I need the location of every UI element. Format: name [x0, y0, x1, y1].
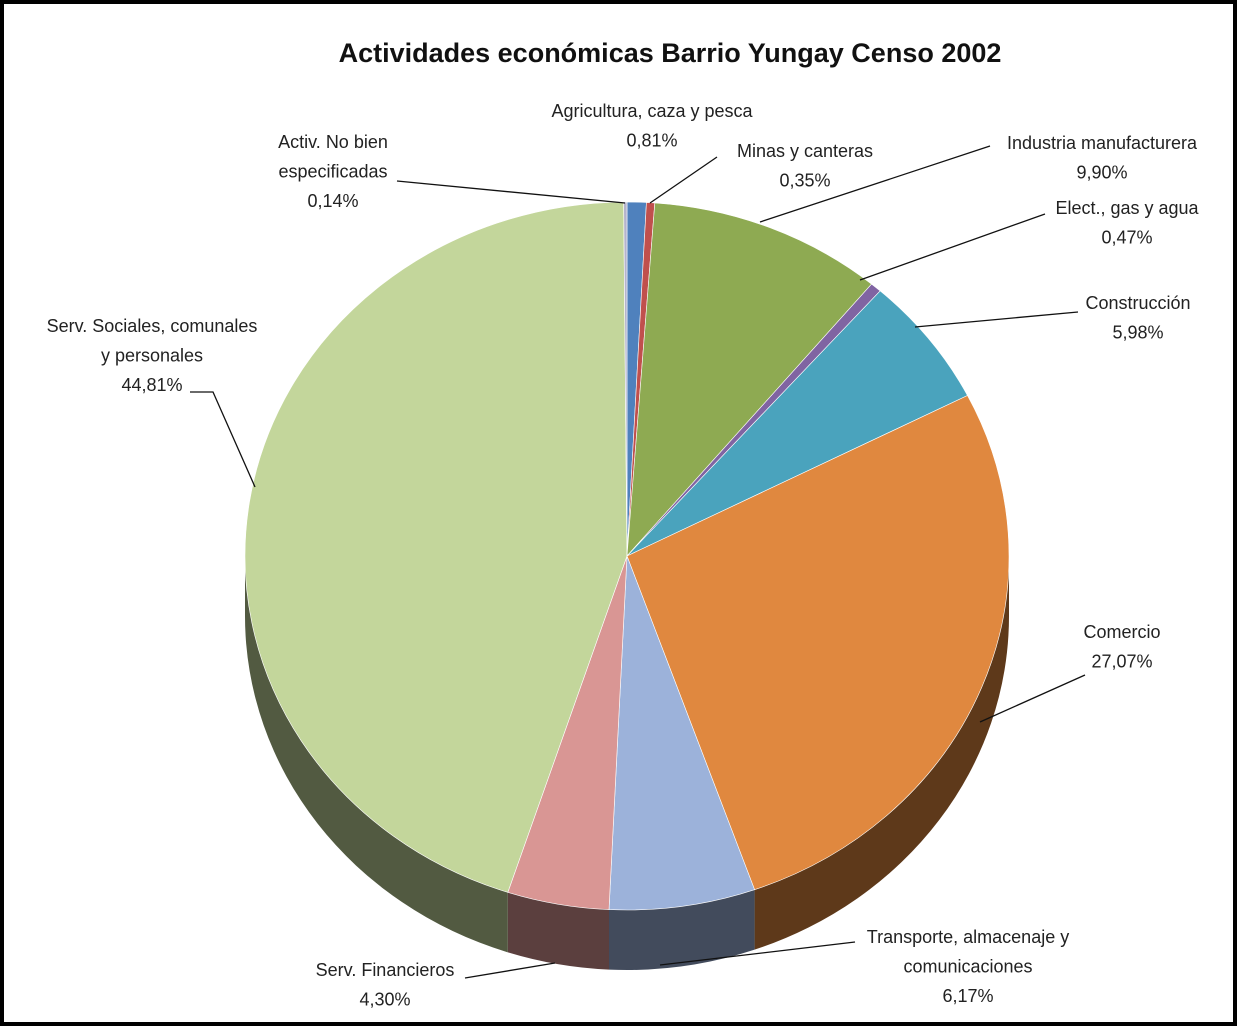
slice-label: Minas y canteras [737, 141, 873, 161]
slice-side [245, 556, 508, 953]
value-label: 0,35% [779, 170, 830, 190]
slice [626, 202, 873, 557]
slice-label: Elect., gas y agua [1055, 198, 1199, 218]
leader-line [979, 674, 1086, 723]
value-label: 0,47% [1101, 227, 1152, 247]
leader-line [190, 391, 256, 488]
value-label: 27,07% [1091, 651, 1152, 671]
leader-line [914, 311, 1079, 328]
slice-side [754, 556, 1009, 950]
slice [608, 555, 755, 911]
slice-side [507, 892, 610, 970]
leader-line [759, 145, 991, 223]
leader-line [649, 156, 718, 204]
value-label: 6,17% [942, 986, 993, 1006]
leader-line [859, 213, 1046, 281]
value-label: 0,14% [307, 191, 358, 211]
slice-label: Comercio [1083, 622, 1160, 642]
slice [626, 395, 1010, 891]
slice [626, 290, 968, 557]
leader-line [396, 180, 626, 204]
leader-line [659, 941, 856, 966]
slice-label: Serv. Sociales, comunales y personales [47, 316, 258, 366]
value-label: 0,81% [626, 130, 677, 150]
leader-line [464, 962, 556, 979]
slice [623, 201, 628, 557]
slice [244, 201, 628, 893]
value-label: 5,98% [1112, 322, 1163, 342]
value-label: 4,30% [359, 989, 410, 1009]
slice-label: Transporte, almacenaje y comunicaciones [867, 927, 1069, 977]
value-label: 44,81% [121, 375, 182, 395]
slice-label: Construcción [1085, 293, 1190, 313]
chart-title: Actividades económicas Barrio Yungay Cen… [339, 38, 1002, 68]
slice-label: Activ. No bien especificadas [278, 132, 388, 182]
slice-label: Agricultura, caza y pesca [551, 101, 753, 121]
value-label: 9,90% [1076, 162, 1127, 182]
slice-label: Serv. Financieros [316, 960, 455, 980]
slice-label: Industria manufacturera [1007, 133, 1198, 153]
